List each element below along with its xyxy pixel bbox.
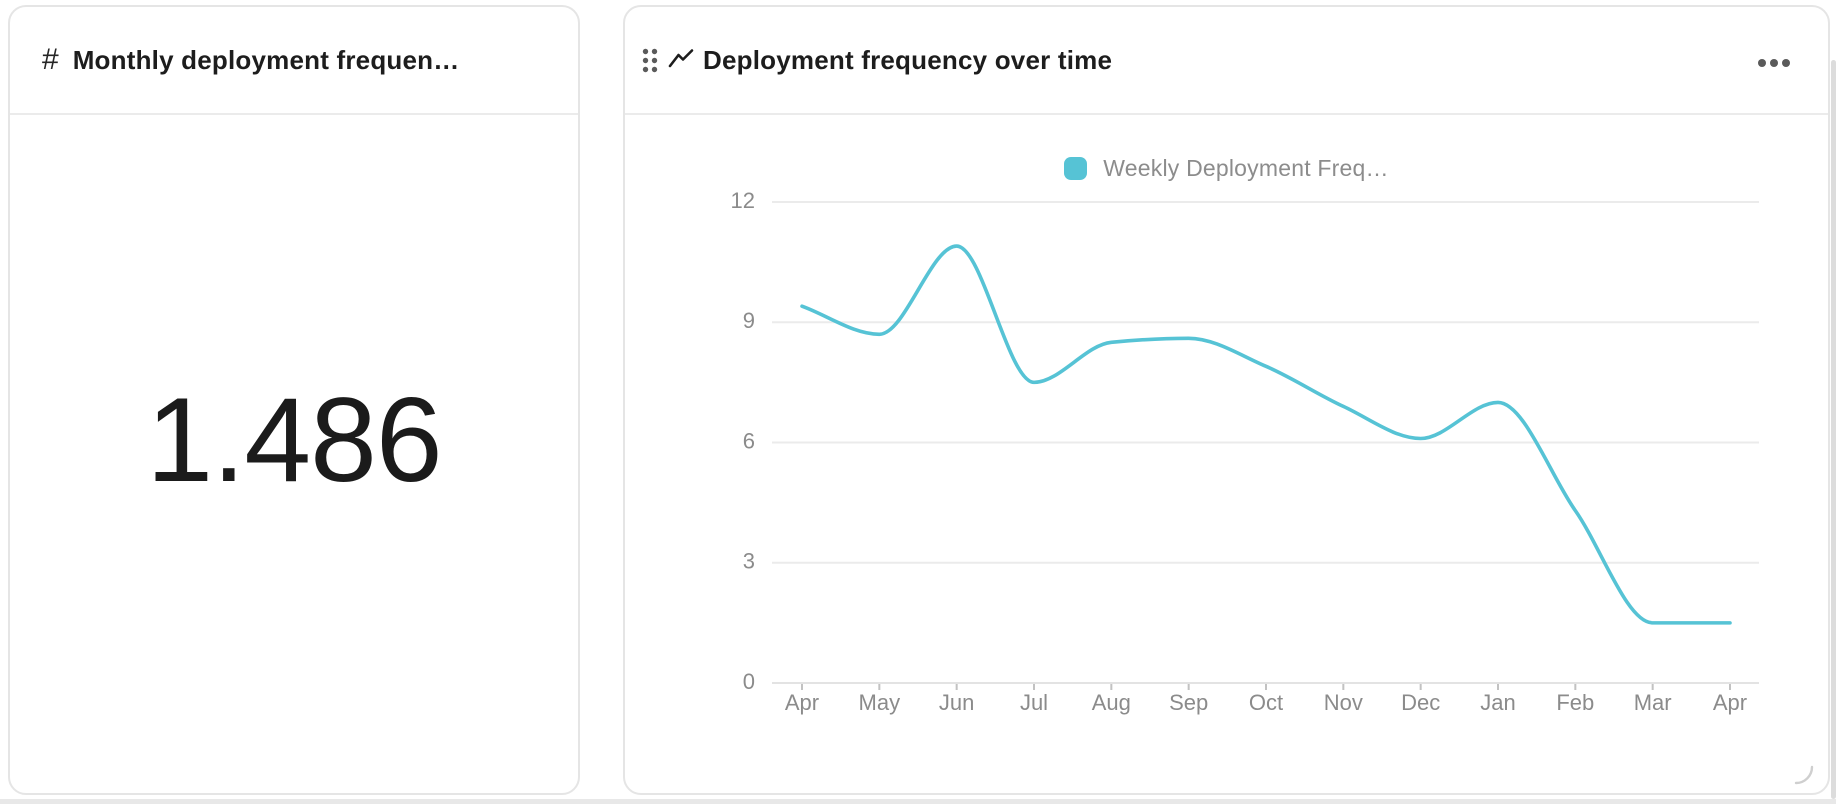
- y-axis-label: 0: [743, 669, 755, 694]
- chart-card[interactable]: Deployment frequency over time Weekly De…: [623, 5, 1830, 795]
- legend-swatch: [1064, 157, 1088, 180]
- metric-card-header: # Monthly deployment frequen…: [10, 7, 578, 115]
- drag-handle-dots: [642, 48, 658, 72]
- metric-card[interactable]: # Monthly deployment frequen… 1.486: [8, 5, 580, 795]
- x-axis-label: May: [859, 690, 901, 715]
- x-axis-label: Apr: [785, 690, 819, 715]
- x-axis-label: Dec: [1401, 690, 1440, 715]
- x-axis-label: Aug: [1092, 690, 1131, 715]
- x-axis-label: Mar: [1634, 690, 1672, 715]
- metric-card-title: Monthly deployment frequen…: [72, 44, 460, 75]
- number-metric-icon: #: [42, 43, 59, 76]
- y-axis-label: 9: [743, 308, 755, 333]
- x-axis-label: Feb: [1556, 690, 1594, 715]
- y-axis-label: 6: [743, 428, 755, 453]
- scrollbar-thumb[interactable]: [1831, 60, 1836, 799]
- chart-legend[interactable]: Weekly Deployment Freq…: [625, 155, 1828, 182]
- next-row-edge: [0, 799, 1836, 804]
- x-axis-label: Oct: [1249, 690, 1283, 715]
- x-axis-label: Jul: [1020, 690, 1048, 715]
- chart-area: Weekly Deployment Freq… 0 3 6 9 12 Apr May Jun J…: [625, 115, 1828, 793]
- more-options-button[interactable]: [1750, 47, 1798, 79]
- x-axis-label: Nov: [1324, 690, 1363, 715]
- drag-handle-icon[interactable]: [642, 48, 658, 73]
- x-axis-label: Sep: [1169, 690, 1208, 715]
- x-axis-label: Jun: [939, 690, 974, 715]
- metric-card-body: 1.486: [10, 115, 578, 793]
- ellipsis-icon: [1758, 59, 1790, 67]
- line-chart-icon: [668, 48, 694, 72]
- y-axis-label: 3: [743, 549, 755, 574]
- deployment-frequency-chart: 0 3 6 9 12 Apr May Jun Jul Aug Sep Oct Nov Dec Jan Feb M…: [731, 188, 1759, 715]
- chart-card-header: Deployment frequency over time: [625, 7, 1828, 115]
- x-axis-label: Apr: [1713, 690, 1747, 715]
- legend-label: Weekly Deployment Freq…: [1103, 155, 1389, 181]
- x-axis-label: Jan: [1480, 690, 1515, 715]
- resize-handle-icon[interactable]: [1792, 763, 1816, 787]
- chart-card-title: Deployment frequency over time: [703, 44, 1113, 75]
- series-line: [800, 244, 1732, 625]
- metric-value: 1.486: [146, 373, 442, 507]
- y-axis-label: 12: [731, 188, 755, 213]
